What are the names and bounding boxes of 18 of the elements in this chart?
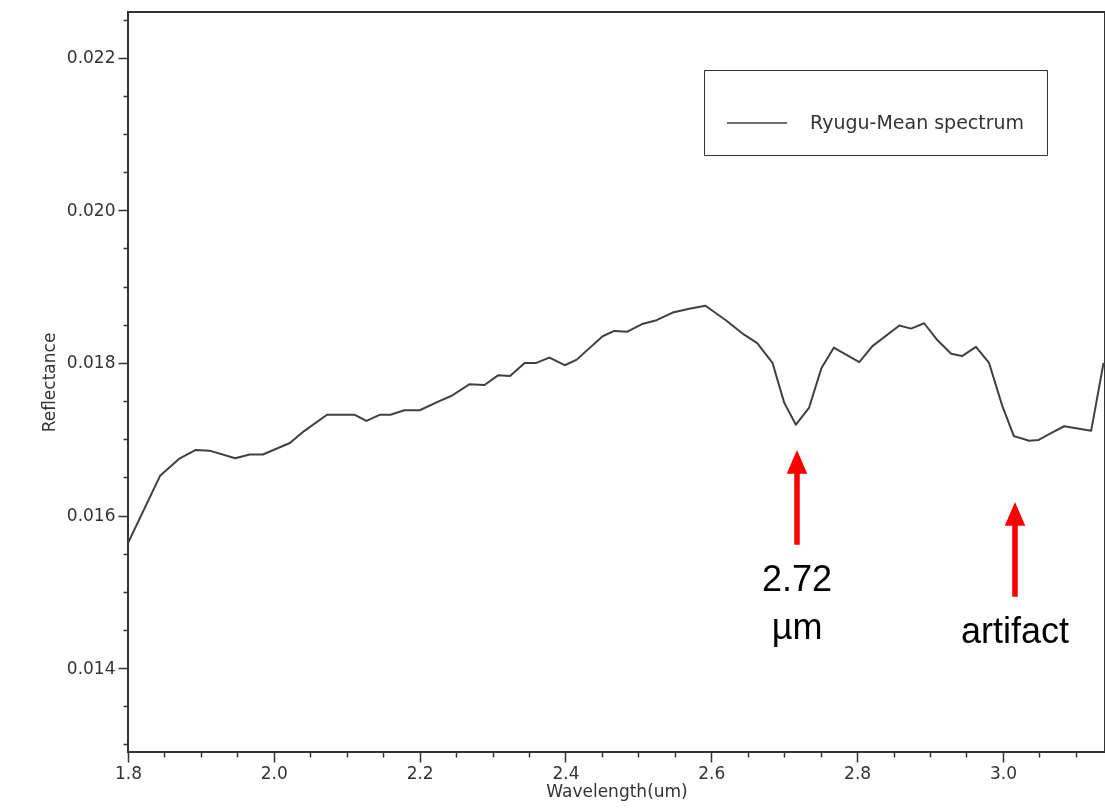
y-tick-label: 0.014 <box>66 657 116 678</box>
x-tick-label: 2.4 <box>552 762 580 783</box>
legend-label: Ryugu-Mean spectrum <box>810 111 1025 133</box>
y-tick-label: 0.018 <box>66 352 116 373</box>
line-series <box>128 304 1105 544</box>
y-axis-title: Reflectance <box>38 332 59 433</box>
x-tick-label: 2.8 <box>844 762 872 783</box>
x-tick-label: 3.0 <box>989 762 1017 783</box>
annotation: 2.72 µm <box>761 558 833 647</box>
annotation: artifact <box>960 610 1070 651</box>
y-tick-label: 0.022 <box>66 47 116 68</box>
x-tick-label: 2.6 <box>698 762 726 783</box>
x-tick-label: 2.2 <box>406 762 434 783</box>
y-tick-label: 0.020 <box>66 199 116 220</box>
x-tick-label: 2.0 <box>260 762 288 783</box>
y-tick-label: 0.016 <box>66 505 116 526</box>
x-axis-title: Wavelength(um) <box>546 780 688 801</box>
x-tick-label: 1.8 <box>114 762 143 783</box>
